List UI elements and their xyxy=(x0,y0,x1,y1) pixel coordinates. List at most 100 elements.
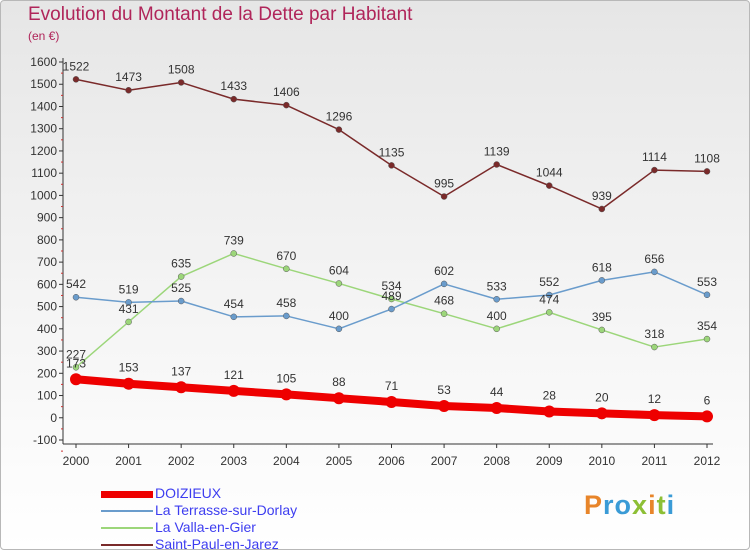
legend-label: La Valla-en-Gier xyxy=(155,519,256,535)
data-label: 354 xyxy=(697,319,717,333)
data-label: 28 xyxy=(543,389,557,403)
data-label: 400 xyxy=(329,309,349,323)
data-label: 318 xyxy=(644,327,664,341)
data-label: 602 xyxy=(434,264,454,278)
data-label: 1108 xyxy=(694,151,720,165)
data-label: 227 xyxy=(66,347,86,361)
data-point xyxy=(440,193,448,200)
data-label: 431 xyxy=(119,302,139,316)
data-point xyxy=(388,305,395,313)
x-tick-label: 2008 xyxy=(483,454,510,468)
legend-swatch xyxy=(101,544,153,546)
y-tick-label: 900 xyxy=(37,211,57,225)
legend-swatch xyxy=(101,491,153,498)
data-label: 173 xyxy=(66,356,86,370)
x-tick-label: 2002 xyxy=(168,454,195,468)
data-point xyxy=(125,318,132,326)
x-tick-label: 2012 xyxy=(694,454,721,468)
y-tick-label: 300 xyxy=(37,344,57,358)
series-line-3 xyxy=(75,78,708,210)
logo-letter: t xyxy=(656,490,667,520)
logo-letter: P xyxy=(584,490,604,520)
data-label: 1406 xyxy=(273,85,300,99)
data-point xyxy=(595,407,608,420)
data-label: 121 xyxy=(224,368,244,382)
y-tick-label: 100 xyxy=(37,389,57,403)
x-tick-label: 2001 xyxy=(115,454,142,468)
logo-letter: o xyxy=(614,490,633,520)
data-label: 44 xyxy=(490,385,504,399)
data-point xyxy=(72,76,80,83)
data-label: 468 xyxy=(434,294,454,308)
data-point xyxy=(283,312,290,320)
data-point xyxy=(335,325,343,333)
data-point xyxy=(335,126,343,133)
data-point xyxy=(227,384,240,397)
data-label: 656 xyxy=(644,252,664,266)
data-label: 670 xyxy=(276,249,296,263)
data-label: 1044 xyxy=(536,166,563,180)
data-point xyxy=(280,388,293,401)
data-label: 400 xyxy=(487,309,507,323)
data-label: 6 xyxy=(704,393,711,407)
data-point xyxy=(283,265,290,273)
x-tick-label: 2011 xyxy=(642,454,668,468)
y-tick-label: 1300 xyxy=(30,122,57,136)
data-point xyxy=(438,399,451,412)
data-point xyxy=(125,299,132,306)
data-label: 12 xyxy=(648,392,662,406)
data-label: 533 xyxy=(487,279,507,293)
data-point xyxy=(332,392,345,405)
x-tick-label: 2007 xyxy=(431,454,458,468)
data-label: 395 xyxy=(592,310,612,324)
x-tick-label: 2006 xyxy=(378,454,405,468)
y-tick-label: 600 xyxy=(37,277,57,291)
legend-label: Saint-Paul-en-Jarez xyxy=(155,536,279,550)
data-point xyxy=(72,293,80,301)
data-point xyxy=(651,268,658,276)
data-point xyxy=(490,401,503,414)
data-point xyxy=(70,373,82,386)
data-label: 1296 xyxy=(326,110,353,124)
y-tick-label: 0 xyxy=(50,411,57,425)
data-point xyxy=(598,205,606,213)
legend-swatch xyxy=(101,527,153,529)
data-point xyxy=(177,297,185,305)
data-point xyxy=(177,79,185,86)
data-label: 525 xyxy=(171,281,191,295)
data-label: 635 xyxy=(171,257,191,271)
data-label: 739 xyxy=(224,233,244,247)
data-point xyxy=(703,291,711,299)
y-tick-label: 1500 xyxy=(30,77,57,91)
data-point xyxy=(543,405,556,418)
x-tick-label: 2003 xyxy=(220,454,247,468)
data-label: 53 xyxy=(437,383,451,397)
data-point xyxy=(230,95,237,103)
data-label: 534 xyxy=(381,279,401,293)
legend-label: La Terrasse-sur-Dorlay xyxy=(155,502,298,518)
data-label: 1139 xyxy=(484,145,510,159)
data-point xyxy=(388,295,395,303)
data-point xyxy=(546,182,553,189)
data-label: 1473 xyxy=(115,70,142,84)
data-point xyxy=(651,166,658,174)
x-tick-label: 2009 xyxy=(536,454,563,468)
y-tick-label: 1000 xyxy=(30,188,57,202)
y-tick-label: 800 xyxy=(37,233,57,247)
y-tick-label: 500 xyxy=(37,300,57,314)
data-label: 71 xyxy=(385,379,399,393)
x-tick-label: 2004 xyxy=(273,454,300,468)
logo-letter: i xyxy=(648,490,657,520)
data-label: 1433 xyxy=(220,79,247,93)
data-point xyxy=(175,381,188,394)
logo-letter: x xyxy=(632,490,649,520)
proxiti-logo: Proxiti xyxy=(584,490,675,521)
data-label: 604 xyxy=(329,263,349,277)
data-label: 105 xyxy=(276,371,296,385)
data-label: 458 xyxy=(276,296,296,310)
data-point xyxy=(230,250,237,257)
data-point xyxy=(651,343,658,351)
data-label: 153 xyxy=(119,361,139,375)
y-tick-label: 1100 xyxy=(31,166,57,180)
